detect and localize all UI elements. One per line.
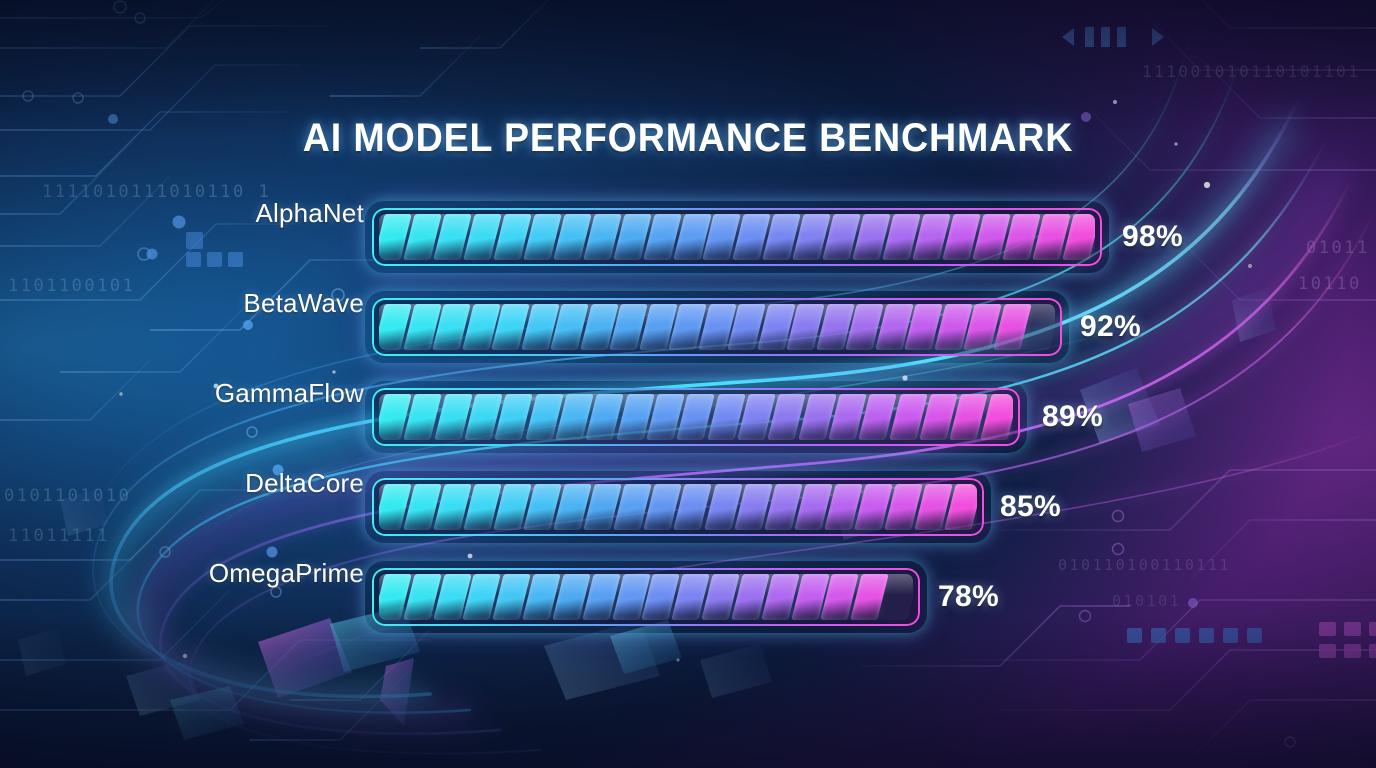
progress-bar-track xyxy=(372,478,984,536)
benchmark-row: GammaFlow 89% xyxy=(0,378,1376,468)
model-name-label: BetaWave xyxy=(243,288,364,318)
benchmark-row: BetaWave 92% xyxy=(0,288,1376,378)
percentage-label: 98% xyxy=(1122,220,1183,253)
progress-segments xyxy=(379,214,1095,260)
percentage-label: 78% xyxy=(938,580,999,613)
model-name-label: DeltaCore xyxy=(245,468,364,498)
percentage-label: 92% xyxy=(1080,310,1141,343)
benchmark-row: DeltaCore 85% xyxy=(0,468,1376,558)
benchmark-row: OmegaPrime 78% xyxy=(0,558,1376,648)
progress-bar[interactable] xyxy=(372,298,1062,356)
progress-bar-track xyxy=(372,208,1102,266)
model-name-label: AlphaNet xyxy=(255,198,364,228)
progress-bar-track xyxy=(372,298,1062,356)
progress-bar[interactable] xyxy=(372,478,984,536)
progress-bar-track xyxy=(372,568,920,626)
model-name-label: GammaFlow xyxy=(214,378,364,408)
model-name-label: OmegaPrime xyxy=(208,558,364,588)
percentage-label: 89% xyxy=(1042,400,1103,433)
progress-bar[interactable] xyxy=(372,388,1020,446)
percentage-label: 85% xyxy=(1000,490,1061,523)
progress-bar-track xyxy=(372,388,1020,446)
benchmark-bar-list: AlphaNet 98% BetaWave 92% GammaFlow 89% DeltaC… xyxy=(0,198,1376,648)
progress-segments xyxy=(379,394,1013,440)
progress-segments xyxy=(379,484,977,530)
page-title: AI MODEL PERFORMANCE BENCHMARK xyxy=(302,116,1074,160)
benchmark-row: AlphaNet 98% xyxy=(0,198,1376,288)
progress-bar[interactable] xyxy=(372,208,1102,266)
progress-bar[interactable] xyxy=(372,568,920,626)
progress-segments xyxy=(379,304,1055,350)
progress-segments xyxy=(379,574,913,620)
